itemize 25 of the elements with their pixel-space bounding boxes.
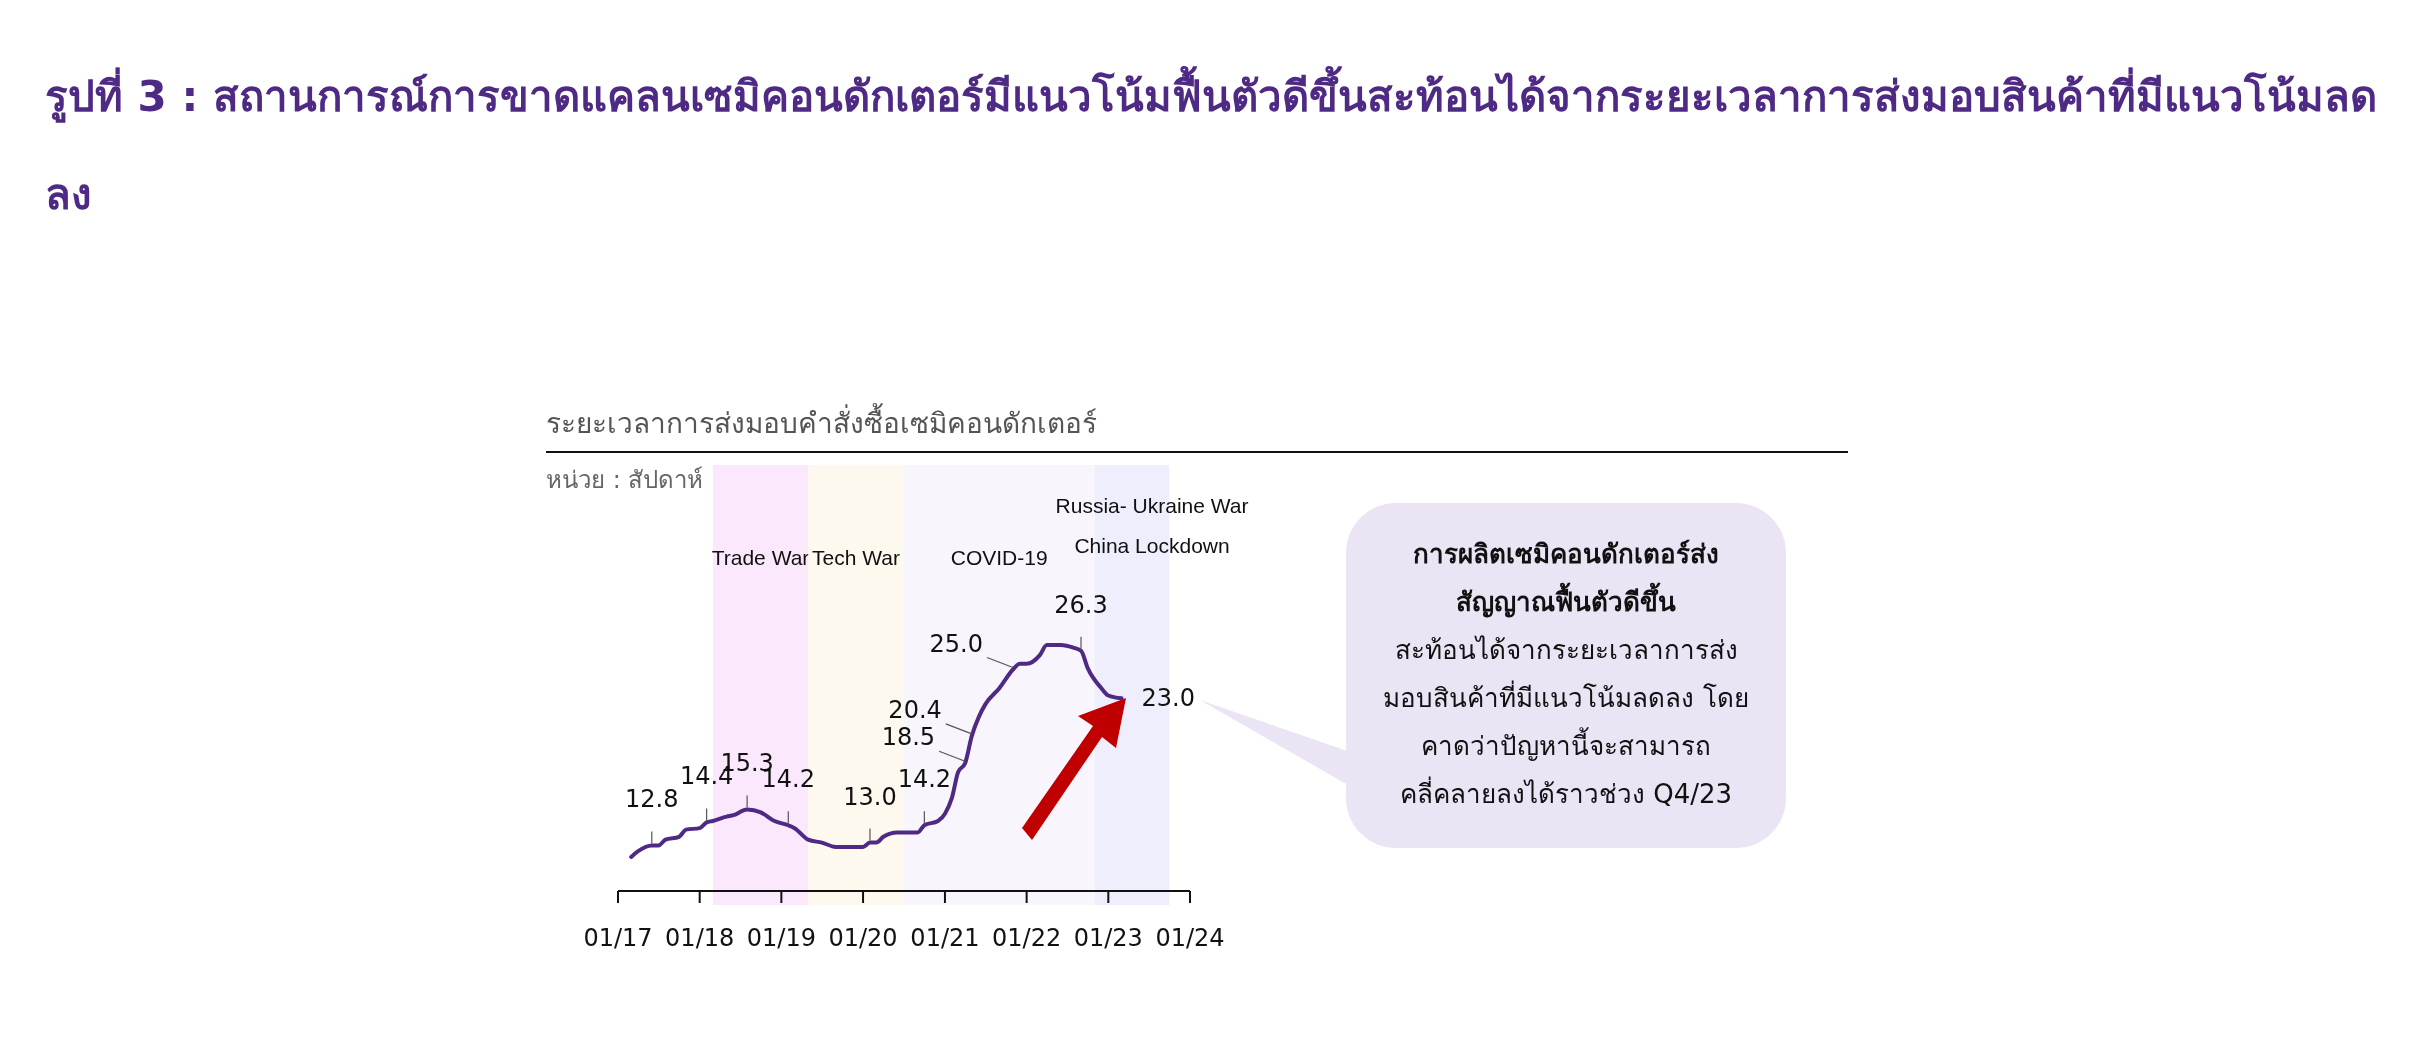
data-label: 14.2 [897,765,952,794]
text: หน่วย : สัปดาห์ [546,466,704,494]
text: การผลิตเซมิคอนดักเตอร์ส่งสัญญาณฟื้นตัวดีขึ้น [1412,538,1720,620]
x-tick-label: 01/17 [583,924,653,952]
x-tick-label: 01/23 [1073,924,1143,952]
data-label: 12.8 [625,785,679,814]
band-label: Tech War [812,546,900,569]
x-tick-label: 01/21 [910,924,980,952]
chart-subtitle: ระยะเวลาการส่งมอบคำสั่งซื้อเซมิคอนดักเตอร์ [546,403,1097,440]
data-label: 23.0 [1141,684,1195,713]
x-tick-label: 01/22 [992,924,1062,952]
data-label: 26.3 [1054,590,1108,619]
data-label: 18.5 [881,723,936,752]
text: สะท้อนได้จากระยะเวลาการส่งมอบสินค้าที่มีแนวโน้มลดลง โดยคาดว่าปัญหานี้จะสามารถคลี่คลายลงได้ราวช่วง Q4/23 [1382,634,1750,811]
x-tick-label: 01/19 [746,924,816,952]
x-tick-label: 01/24 [1155,924,1225,952]
data-label: 13.0 [843,782,897,811]
data-label: 20.4 [888,695,942,724]
x-tick-label: 01/18 [665,924,735,952]
x-tick-label: 01/20 [828,924,898,952]
band-label: COVID-19 [950,546,1048,569]
band-label: Trade War [711,546,810,569]
data-label: 25.0 [929,629,983,658]
chart-title: รูปที่ 3 : สถานการณ์การขาดแคลนเซมิคอนดักเตอร์มีแนวโน้มฟื้นตัวดีขึ้นสะท้อนได้จากระยะเวลาการส่งมอบสินค้าที่มีแนวโน้มลดลง [45,65,2378,221]
band-label: Russia- Ukraine War China Lockdown [1055,494,1249,557]
